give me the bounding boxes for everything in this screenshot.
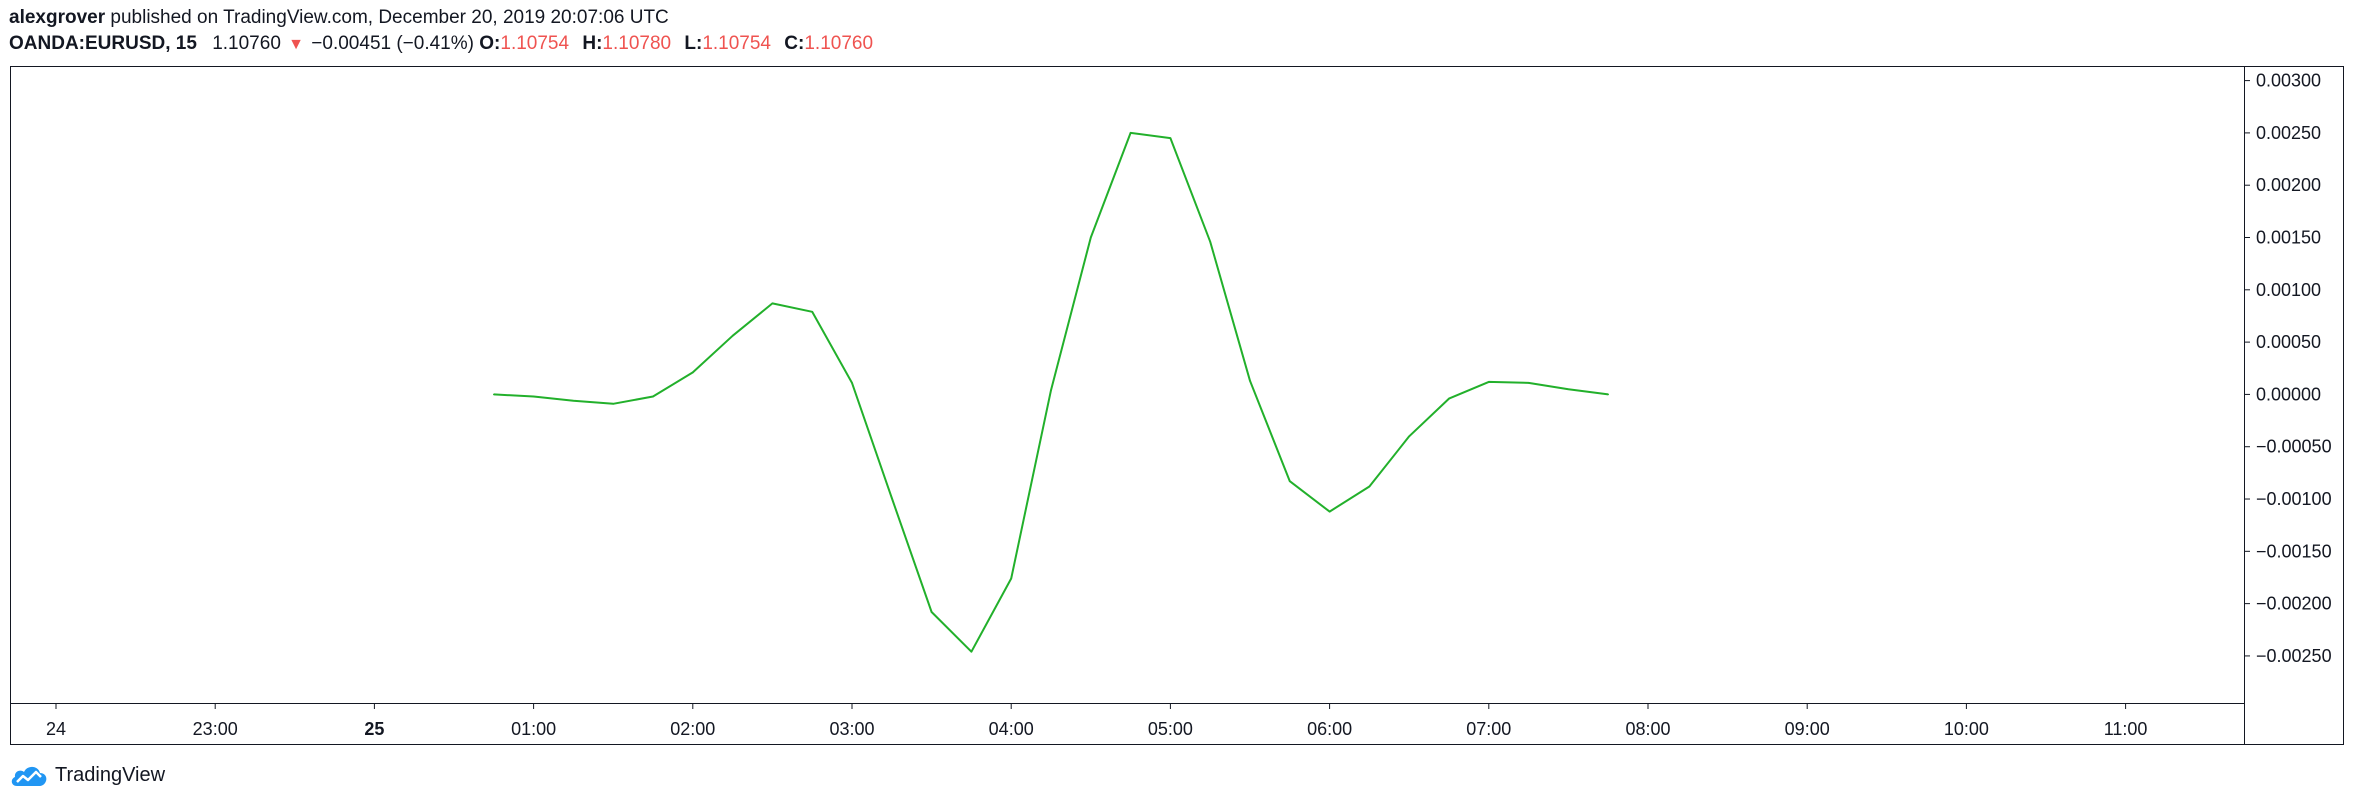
data-point	[1050, 389, 1052, 392]
data-point	[1368, 485, 1371, 488]
open-value: 1.10754	[500, 33, 570, 54]
data-point	[1408, 435, 1410, 438]
x-tick-label: 25	[364, 719, 384, 739]
x-tick-label: 10:00	[1944, 719, 1989, 739]
close-label: C:	[784, 33, 805, 54]
data-point	[771, 302, 774, 305]
y-tick-label: 0.00150	[2256, 228, 2321, 248]
x-tick-label: 23:00	[193, 719, 238, 739]
data-point	[970, 650, 973, 653]
high-value: 1.10780	[602, 33, 672, 54]
x-tick-label: 24	[46, 719, 66, 739]
data-point	[1289, 480, 1291, 483]
tradingview-cloud-icon	[11, 766, 47, 786]
price-axis[interactable]: 0.00300 0.00250 0.00200 0.00150 0.00100 0.000…	[2244, 71, 2332, 666]
low-value: 1.10754	[702, 33, 771, 54]
x-tick-label: 07:00	[1466, 719, 1511, 739]
x-tick-label: 08:00	[1625, 719, 1670, 739]
published-text: published on TradingView.com, December 2…	[105, 7, 669, 28]
data-point	[572, 399, 575, 402]
y-tick-label: 0.00250	[2256, 123, 2321, 143]
data-point	[1090, 236, 1092, 239]
data-point	[851, 382, 853, 384]
chart-frame	[10, 66, 2344, 745]
triangle-down-icon: ▼	[288, 36, 305, 53]
data-point	[930, 611, 933, 613]
y-tick-label: 0.00300	[2256, 71, 2321, 91]
price-change: −0.00451 (−0.41%)	[311, 33, 474, 54]
open-label: O:	[479, 33, 501, 54]
y-tick-label: −0.00050	[2256, 437, 2332, 457]
y-tick-label: 0.00000	[2256, 384, 2321, 404]
x-tick-label: 05:00	[1148, 719, 1193, 739]
last-price: 1.10760	[212, 33, 281, 54]
brand-name: TradingView	[55, 763, 166, 786]
symbol-legend: OANDA:EURUSD, 15 1.10760 ▼ −0.00451 (−0.…	[9, 32, 873, 57]
x-tick-label: 02:00	[670, 719, 715, 739]
low-label: L:	[684, 33, 703, 54]
data-point	[493, 393, 495, 396]
data-point	[652, 395, 654, 398]
data-point	[1607, 393, 1609, 396]
data-point	[1169, 137, 1172, 139]
data-point	[612, 403, 614, 405]
x-tick-label: 06:00	[1307, 719, 1352, 739]
y-tick-label: 0.00200	[2256, 175, 2321, 195]
y-tick-label: −0.00100	[2256, 489, 2332, 509]
data-point	[1328, 510, 1331, 513]
data-point	[1448, 397, 1450, 400]
data-point	[1249, 380, 1251, 382]
data-point	[1129, 132, 1132, 134]
data-point	[891, 497, 893, 499]
x-tick-label: 09:00	[1785, 719, 1830, 739]
data-point	[1010, 577, 1012, 580]
y-tick-label: −0.00150	[2256, 541, 2332, 561]
close-value: 1.10760	[804, 33, 874, 54]
y-tick-label: 0.00050	[2256, 332, 2321, 352]
data-point	[1209, 240, 1211, 243]
x-tick-label: 01:00	[511, 719, 556, 739]
x-tick-label: 03:00	[829, 719, 874, 739]
plot-area	[493, 131, 1609, 653]
data-point	[731, 335, 734, 337]
publish-info: alexgrover published on TradingView.com,…	[9, 6, 669, 30]
data-point	[1488, 381, 1490, 383]
x-tick-label: 04:00	[989, 719, 1034, 739]
time-axis[interactable]: 24 23:00 25 01:00 02:00 03:00 04:00 05:00 06:00 0…	[46, 703, 2147, 739]
data-point	[811, 310, 813, 313]
x-tick-label: 11:00	[2104, 719, 2148, 739]
data-point	[1567, 388, 1570, 390]
high-label: H:	[582, 33, 603, 54]
data-point	[1527, 382, 1530, 384]
series-line[interactable]	[493, 131, 1609, 653]
tradingview-branding[interactable]: TradingView	[9, 760, 165, 790]
y-tick-label: −0.00250	[2256, 646, 2332, 666]
data-point	[692, 371, 694, 374]
y-tick-label: 0.00100	[2256, 280, 2321, 300]
data-point	[532, 395, 535, 398]
symbol-name: OANDA:EURUSD, 15	[9, 33, 197, 54]
y-tick-label: −0.00200	[2256, 594, 2332, 614]
author-name[interactable]: alexgrover	[9, 7, 106, 28]
